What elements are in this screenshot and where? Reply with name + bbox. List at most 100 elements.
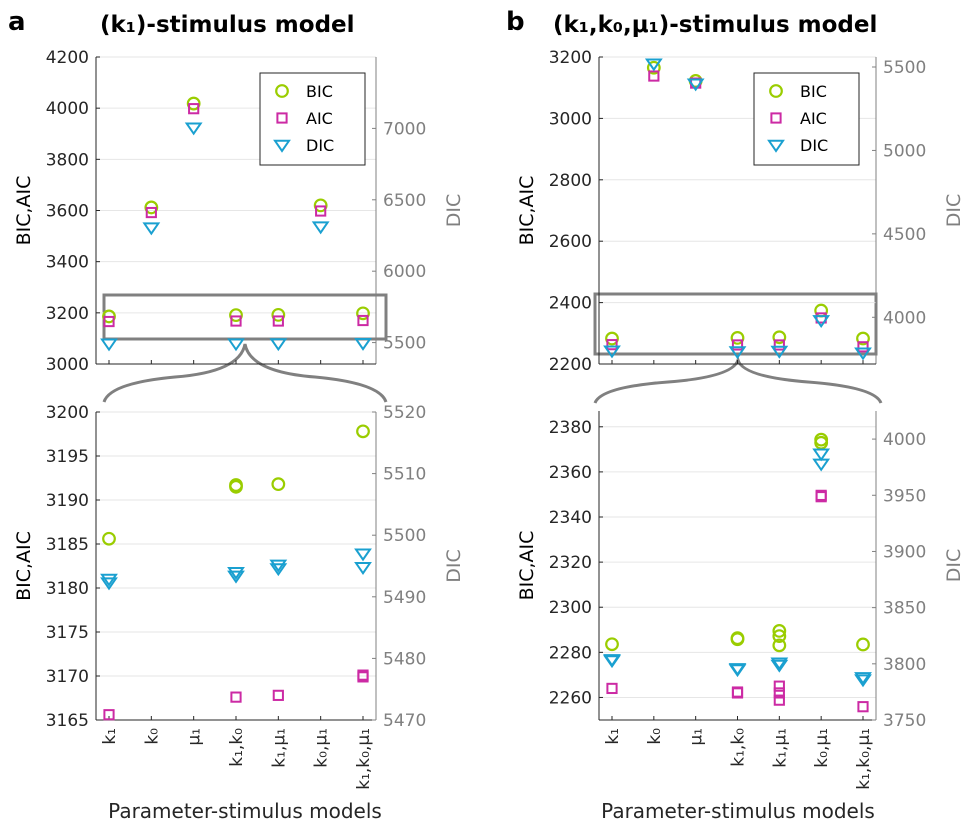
a-bottom-aic-point-1	[230, 691, 242, 703]
a-top-legend-marker-bic	[275, 84, 289, 98]
a-bottom-aic-point-2	[272, 689, 284, 701]
a-top-dic-point-3	[227, 338, 245, 352]
a-top-dic-point-2	[184, 122, 203, 136]
a-bottom-ylabel-right: DIC	[443, 549, 465, 583]
b-top-legend-marker-bic	[769, 84, 783, 98]
b-bottom-dic-point-5	[770, 657, 789, 671]
a-bottom-ylabel: BIC,AIC	[13, 531, 35, 601]
b-bottom-left-tick-label-0: 2260	[549, 688, 592, 708]
b-bottom-ylabel-right: DIC	[943, 549, 965, 583]
b-bottom-x-tick-label-0: k₁	[603, 728, 623, 745]
b-top-legend-label-dic: DIC	[800, 136, 828, 155]
panel-a-xlabel: Parameter-stimulus models	[108, 799, 382, 823]
a-bottom-right-tick-label-0: 5470	[383, 711, 426, 731]
b-top-left-tick-label-5: 3200	[549, 48, 592, 68]
a-top-legend-label-aic: AIC	[306, 109, 333, 128]
b-top-aic-point-0	[606, 339, 618, 351]
a-bottom-x-tick-label-0: k₁	[100, 728, 120, 745]
b-bottom-aic-point-7	[815, 489, 827, 501]
a-top-ylabel-right: DIC	[443, 194, 465, 228]
a-top-aic-point-4	[272, 315, 284, 327]
a-top-aic-point-3	[230, 315, 242, 327]
a-top-left-tick-label-2: 3400	[46, 253, 89, 273]
a-bottom-x-tick-label-2: μ₁	[185, 728, 205, 746]
a-bottom-x-tick-label-6: k₁,k₀,μ₁	[354, 728, 374, 790]
b-top-bic-point-0	[605, 331, 619, 346]
a-top-left-tick-label-3: 3600	[46, 202, 89, 222]
a-top-right-tick-label-0: 5500	[383, 334, 426, 354]
b-bottom-bic-point-0	[605, 637, 619, 652]
b-top-bic-point-1	[646, 60, 661, 75]
b-bottom-aic-point-4	[773, 687, 785, 699]
b-bottom-x-tick-label-3: k₁,k₀	[729, 728, 749, 767]
a-top-aic-point-2	[188, 103, 200, 115]
b-bottom-x-tick-label-1: k₀	[645, 728, 665, 745]
b-bottom-dic-point-8	[854, 674, 872, 688]
panel-b-xlabel: Parameter-stimulus models	[601, 799, 875, 823]
b-top-aic-point-6	[857, 341, 869, 353]
b-bottom-bic-point-5	[772, 624, 787, 638]
b-bottom-dic-point-4	[770, 659, 789, 673]
b-top-left-tick-label-3: 2800	[549, 171, 592, 191]
a-top-aic-point-1	[145, 206, 157, 219]
a-top-legend-marker-aic	[276, 112, 288, 124]
a-top-legend-label-bic: BIC	[306, 82, 333, 101]
a-top-aic-point-6	[357, 314, 369, 327]
b-bottom-aic-point-0	[606, 682, 618, 695]
b-top-dic-point-6	[854, 347, 872, 361]
a-top-dic-point-4	[269, 338, 288, 352]
b-bottom-x-tick-label-2: μ₁	[687, 728, 707, 746]
b-top-bic-point-4	[772, 330, 787, 345]
a-bottom-left-tick-label-0: 3165	[46, 711, 89, 731]
b-bottom-dic-point-3	[728, 663, 747, 677]
panel-b-zoom-brace	[593, 354, 883, 404]
b-bottom-aic-point-2	[731, 686, 744, 698]
a-bottom-aic-point-4	[357, 669, 369, 681]
a-bottom-bic-point-3	[271, 477, 286, 492]
b-top-dic-point-0	[603, 345, 621, 359]
a-top-left-tick-label-5: 4000	[46, 99, 89, 119]
a-bottom-dic-point-0	[100, 577, 118, 591]
b-top-dic-point-5	[812, 315, 831, 328]
b-bottom-left-tick-label-3: 2320	[549, 553, 592, 573]
a-bottom-right-tick-label-1: 5480	[383, 649, 426, 669]
a-bottom-left-tick-label-1: 3170	[46, 667, 89, 687]
b-bottom-dic-point-1	[603, 654, 621, 668]
a-top-bic-point-5	[313, 198, 328, 213]
b-top-left-tick-label-2: 2600	[549, 232, 592, 252]
a-bottom-dic-point-3	[227, 566, 245, 580]
a-bottom-dic-point-2	[227, 570, 245, 584]
b-top-dic-point-4	[770, 345, 789, 359]
b-top-right-tick-label-0: 4000	[883, 308, 926, 328]
b-top-dic-point-3	[728, 346, 747, 360]
a-top-right-tick-label-2: 6500	[383, 191, 426, 211]
plot-a-bottom: 3165 3170 3175 3180 3185 3190 3195 3200 5470 5480…	[13, 403, 465, 790]
a-top-right-tick-label-1: 6000	[383, 262, 426, 282]
b-bottom-bic-point-8	[856, 637, 870, 652]
a-top-aic-point-0	[103, 315, 115, 328]
a-top-bic-point-2	[186, 96, 201, 111]
b-bottom-aic-point-3	[773, 694, 785, 706]
b-bottom-bic-point-2	[730, 631, 745, 646]
a-bottom-right-tick-label-3: 5500	[383, 526, 426, 546]
a-top-right-tick-label-3: 7000	[383, 119, 426, 139]
b-top-ylabel: BIC,AIC	[516, 176, 538, 246]
panel-a-zoom-brace	[102, 343, 388, 403]
b-top-dic-point-2	[686, 78, 705, 92]
a-bottom-left-tick-label-4: 3185	[46, 535, 89, 555]
a-bottom-x-tick-label-1: k₀	[142, 728, 162, 745]
a-bottom-dic-point-1	[100, 573, 118, 587]
a-bottom-bic-point-4	[356, 424, 370, 439]
a-top-left-tick-label-0: 3000	[46, 355, 89, 375]
a-bottom-left-tick-label-7: 3200	[46, 403, 89, 423]
a-bottom-dic-point-5	[269, 559, 288, 573]
a-top-bic-point-0	[102, 309, 116, 324]
a-top-bic-point-3	[229, 308, 243, 323]
b-top-right-tick-label-2: 5000	[883, 141, 926, 161]
b-bottom-bic-point-3	[772, 638, 787, 653]
b-top-legend-label-bic: BIC	[800, 82, 827, 101]
b-bottom-left-tick-label-5: 2360	[549, 463, 592, 483]
b-bottom-right-tick-label-1: 3800	[883, 655, 926, 675]
b-bottom-x-tick-label-6: k₁,k₀,μ₁	[854, 728, 874, 790]
